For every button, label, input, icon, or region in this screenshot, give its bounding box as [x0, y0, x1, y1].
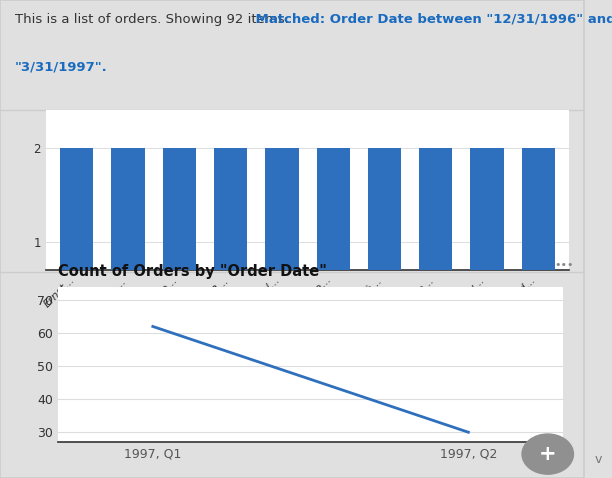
Bar: [471, 148, 504, 336]
Bar: [214, 148, 247, 336]
Bar: [368, 148, 401, 336]
Text: Matched: Order Date between "12/31/1996" and: Matched: Order Date between "12/31/1996"…: [15, 12, 612, 26]
Text: Count of Orders by "Order Date": Count of Orders by "Order Date": [58, 264, 327, 279]
X-axis label: Customers: Customers: [274, 321, 341, 334]
Text: This is a list of orders. Showing 92 items.: This is a list of orders. Showing 92 ite…: [15, 12, 288, 26]
Bar: [111, 148, 144, 336]
Bar: [163, 148, 196, 336]
Text: +: +: [539, 444, 556, 464]
Bar: [60, 148, 94, 336]
Text: v: v: [594, 453, 602, 466]
Bar: [316, 148, 350, 336]
Bar: [521, 148, 555, 336]
Text: •••: •••: [554, 260, 574, 270]
Bar: [265, 148, 299, 336]
Bar: [419, 148, 452, 336]
Text: "3/31/1997".: "3/31/1997".: [15, 61, 107, 74]
